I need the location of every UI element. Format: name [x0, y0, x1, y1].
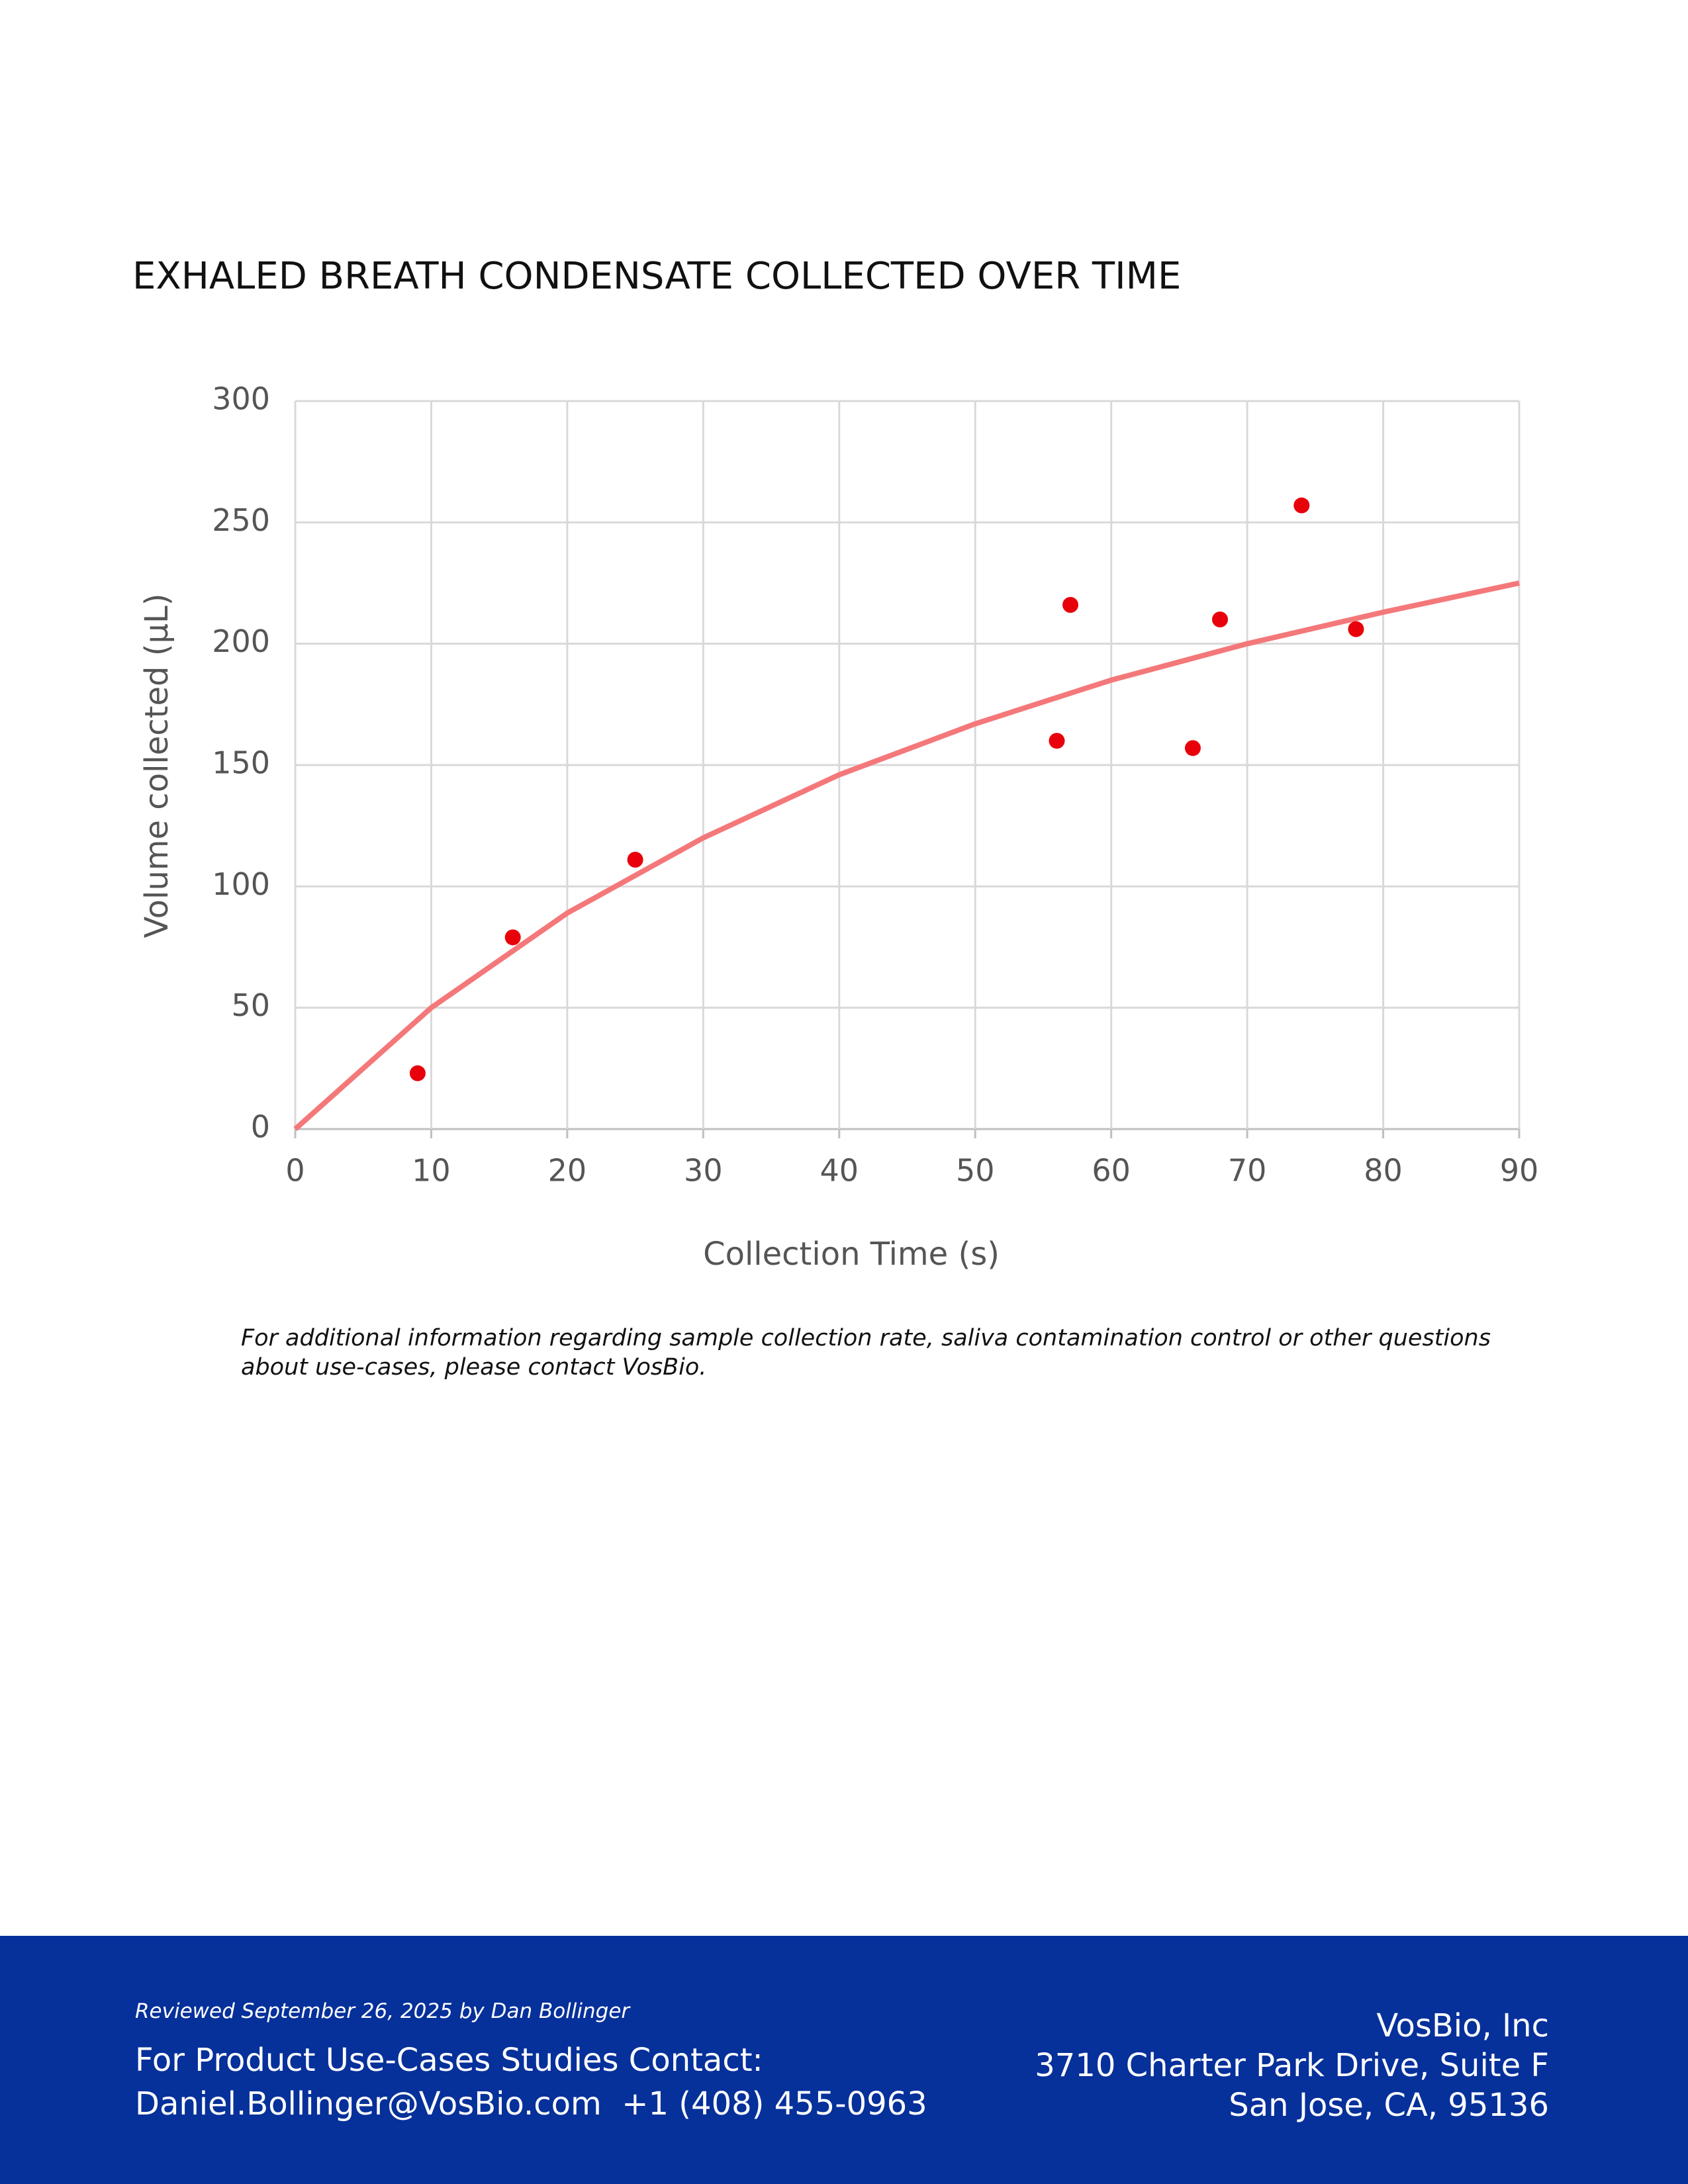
fit-line	[293, 580, 1520, 1131]
x-tick-label: 10	[412, 1153, 451, 1189]
contact-heading: For Product Use-Cases Studies Contact:	[135, 2042, 763, 2079]
data-point	[1293, 497, 1310, 514]
x-axis-label: Collection Time (s)	[703, 1236, 1000, 1273]
y-tick-label: 50	[231, 987, 270, 1023]
email: Daniel.Bollinger@VosBio.com	[135, 2085, 602, 2122]
x-tick-label: 20	[548, 1153, 587, 1189]
note: For additional information regarding sam…	[241, 1325, 1491, 1381]
y-tick-label: 150	[212, 745, 270, 781]
x-tick-label: 80	[1364, 1153, 1403, 1189]
data-point	[1062, 597, 1079, 613]
x-tick-label: 60	[1092, 1153, 1131, 1189]
data-point	[1184, 740, 1201, 756]
reviewed: Reviewed September 26, 2025 by Dan Bolli…	[135, 1999, 630, 2023]
phone: +1 (408) 455-0963	[622, 2085, 927, 2122]
y-tick-label: 250	[212, 502, 270, 538]
data-point	[1348, 621, 1364, 637]
chart: EXHALED BREATH CONDENSATE COLLECTED OVER…	[132, 255, 1539, 1273]
company: VosBio, Inc	[1376, 2007, 1549, 2044]
y-tick-label: 100	[212, 866, 270, 902]
x-tick-label: 70	[1228, 1153, 1267, 1189]
data-point	[409, 1065, 426, 1081]
x-tick-label: 40	[820, 1153, 859, 1189]
contact-line: Daniel.Bollinger@VosBio.com +1 (408) 455…	[135, 2085, 927, 2122]
address-line: 3710 Charter Park Drive, Suite F	[1035, 2047, 1549, 2084]
data-point	[1212, 612, 1229, 627]
address-line: San Jose, CA, 95136	[1229, 2087, 1549, 2124]
data-point	[1049, 733, 1065, 749]
x-tick-label: 30	[684, 1153, 723, 1189]
y-tick-label: 300	[212, 381, 270, 417]
data-point	[504, 929, 521, 946]
chart-title: EXHALED BREATH CONDENSATE COLLECTED OVER…	[132, 255, 1181, 298]
y-tick-label: 0	[251, 1109, 270, 1145]
y-axis-label: Volume collected (μL)	[138, 594, 175, 938]
x-tick-label: 50	[956, 1153, 995, 1189]
x-tick-label: 90	[1500, 1153, 1539, 1189]
data-point	[627, 852, 643, 868]
footer: Reviewed September 26, 2025 by Dan Bolli…	[0, 1936, 1688, 2184]
y-tick-label: 200	[212, 623, 270, 659]
x-tick-label: 0	[285, 1153, 305, 1189]
